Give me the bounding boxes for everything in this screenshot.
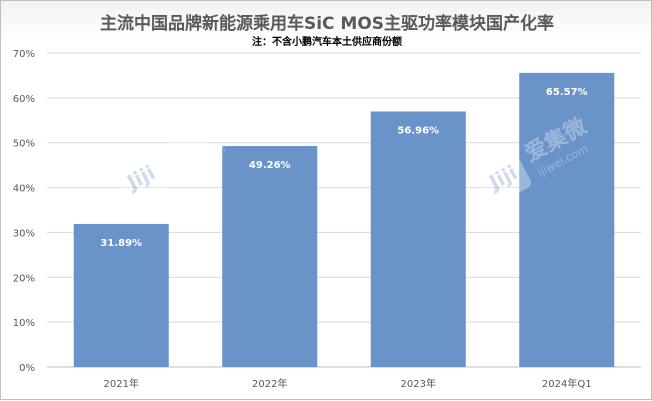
bar (222, 146, 318, 367)
y-tick-label: 30% (13, 228, 35, 239)
y-tick-label: 60% (13, 94, 35, 105)
y-axis-ticks: 0% 10% 20% 30% 40% 50% 60% 70% (13, 49, 35, 374)
y-tick-label: 50% (13, 139, 35, 150)
y-tick-label: 0% (19, 363, 35, 374)
bars (73, 72, 615, 368)
x-tick-label: 2022年 (252, 377, 287, 390)
data-label: 31.89% (100, 238, 142, 249)
x-axis-ticks: 2021年 2022年 2023年 2024年Q1 (104, 377, 592, 390)
watermark-logo-icon (111, 146, 170, 205)
x-tick-label: 2021年 (104, 377, 139, 390)
bar (519, 72, 615, 368)
bar (370, 111, 466, 367)
x-tick-label: 2023年 (401, 377, 436, 390)
chart-subtitle: 注：不含小鹏汽车本土供应商份额 (252, 37, 402, 48)
data-label: 49.26% (249, 160, 291, 171)
y-tick-label: 40% (13, 184, 35, 195)
data-label: 65.57% (546, 87, 588, 98)
watermark-logo-icon (473, 146, 532, 205)
chart-title: 主流中国品牌新能源乘用车SiC MOS主驱功率模块国产化率 (99, 14, 555, 34)
bar (73, 223, 169, 367)
data-label: 56.96% (397, 125, 439, 136)
y-tick-label: 70% (13, 49, 35, 60)
data-labels: 31.89% 49.26% 56.96% 65.57% (100, 87, 587, 249)
y-tick-label: 20% (13, 273, 35, 284)
x-tick-label: 2024年Q1 (542, 377, 592, 390)
y-tick-label: 10% (13, 318, 35, 329)
